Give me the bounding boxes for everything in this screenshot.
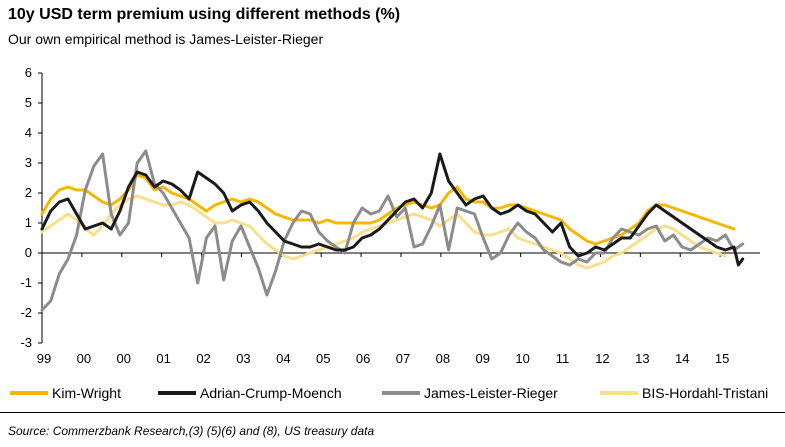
y-tick-label: 6 xyxy=(25,65,32,80)
y-tick-label: 0 xyxy=(25,245,32,260)
y-tick-label: -3 xyxy=(20,335,32,350)
series-line-adrian-crump-moench xyxy=(40,152,745,267)
series-lines xyxy=(40,149,745,312)
y-tick-label: 1 xyxy=(25,215,32,230)
legend-label-adrian-crump-moench: Adrian-Crump-Moench xyxy=(200,385,342,401)
x-tick-label: 00 xyxy=(77,351,91,366)
x-tick-label: 99 xyxy=(37,351,51,366)
x-tick-label: 02 xyxy=(196,351,210,366)
x-tick-label: 06 xyxy=(356,351,370,366)
y-tick-label: -1 xyxy=(20,275,32,290)
x-tick-label: 05 xyxy=(316,351,330,366)
x-tick-label: 09 xyxy=(476,351,490,366)
x-tick-label: 15 xyxy=(715,351,729,366)
y-tick-label: 3 xyxy=(25,155,32,170)
y-tick-label: 2 xyxy=(25,185,32,200)
y-tick-label: -2 xyxy=(20,305,32,320)
legend-label-bis-hordahl-tristani: BIS-Hordahl-Tristani xyxy=(642,385,768,401)
y-tick-label: 4 xyxy=(25,125,32,140)
x-tick-label: 11 xyxy=(556,351,570,366)
chart-title: 10y USD term premium using different met… xyxy=(8,6,401,23)
x-tick-label: 14 xyxy=(675,351,689,366)
series-line-kim-wright xyxy=(40,173,736,246)
chart-legend: Kim-Wright Adrian-Crump-Moench James-Leist… xyxy=(10,385,768,401)
x-tick-label: 08 xyxy=(436,351,450,366)
y-tick-label: 5 xyxy=(25,95,32,110)
x-tick-label: 12 xyxy=(595,351,609,366)
legend-label-kim-wright: Kim-Wright xyxy=(52,385,121,401)
source-divider xyxy=(0,412,785,413)
x-tick-label: 00 xyxy=(117,351,131,366)
x-tick-label: 07 xyxy=(396,351,410,366)
x-tick-label: 03 xyxy=(236,351,250,366)
series-line-bis-hordahl-tristani xyxy=(40,194,727,270)
x-tick-label: 01 xyxy=(156,351,170,366)
series-line-james-leister-rieger xyxy=(40,149,745,312)
x-tick-label: 10 xyxy=(515,351,529,366)
chart-source: Source: Commerzbank Research,(3) (5)(6) … xyxy=(8,424,375,438)
x-tick-label: 04 xyxy=(276,351,290,366)
chart-subtitle: Our own empirical method is James-Leiste… xyxy=(8,31,324,47)
legend-label-james-leister-rieger: James-Leister-Rieger xyxy=(424,385,558,401)
x-tick-label: 13 xyxy=(635,351,649,366)
